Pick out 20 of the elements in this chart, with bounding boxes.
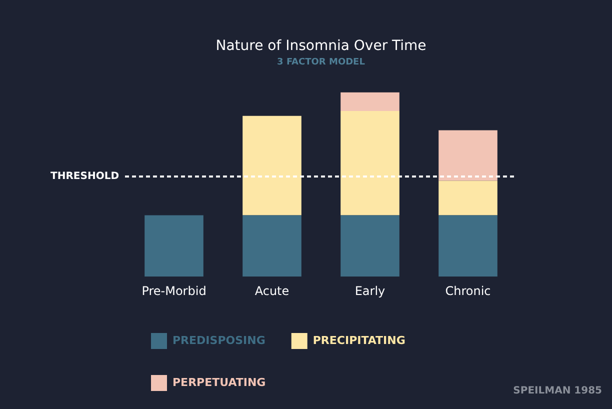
x-tick-label: Chronic <box>445 284 491 298</box>
bar <box>340 110 400 216</box>
bar <box>242 215 302 277</box>
x-tick-label: Early <box>354 284 386 298</box>
x-tick-label: Pre-Morbid <box>142 284 206 298</box>
chart-title: Nature of Insomnia Over Time <box>216 38 426 54</box>
bar <box>340 215 400 277</box>
bar <box>438 180 498 216</box>
legend-label: PRECIPITATING <box>312 334 406 347</box>
bar <box>438 215 498 277</box>
chart-subtitle: 3 FACTOR MODEL <box>277 58 366 68</box>
ref-line-label: THRESHOLD <box>50 171 119 182</box>
legend-label: PERPETUATING <box>172 376 266 389</box>
bar <box>144 215 204 277</box>
bar <box>340 92 400 111</box>
bar <box>438 130 498 181</box>
x-tick-label: Acute <box>254 284 290 298</box>
legend-label: PREDISPOSING <box>172 334 266 347</box>
bar <box>242 116 302 216</box>
text: SPEILMAN 1985 <box>513 386 602 397</box>
